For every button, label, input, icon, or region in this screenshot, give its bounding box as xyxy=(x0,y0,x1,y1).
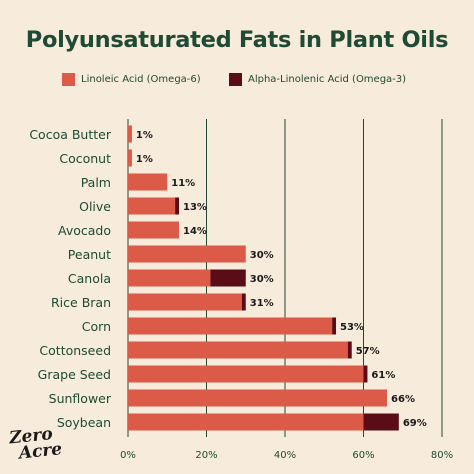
value-label: 14% xyxy=(183,226,207,237)
bar-omega3 xyxy=(363,413,399,431)
value-label: 53% xyxy=(340,322,364,333)
bar-omega6 xyxy=(128,317,333,335)
value-label: 11% xyxy=(171,178,195,189)
legend-swatch-omega6 xyxy=(62,73,75,86)
legend-swatch-omega3 xyxy=(229,73,242,86)
category-label: Sunflower xyxy=(49,391,112,406)
category-label: Palm xyxy=(81,175,111,190)
legend-item-omega3: Alpha-Linolenic Acid (Omega-3) xyxy=(229,73,406,86)
category-label: Avocado xyxy=(58,223,111,238)
bar-omega6 xyxy=(128,365,364,383)
chart-title: Polyunsaturated Fats in Plant Oils xyxy=(25,27,449,53)
category-label: Cottonseed xyxy=(39,343,111,358)
value-label: 1% xyxy=(136,130,153,141)
bar-omega3 xyxy=(363,365,368,383)
bar-omega6 xyxy=(128,245,246,263)
category-label: Peanut xyxy=(68,247,111,262)
bar-omega3 xyxy=(347,341,352,359)
x-tick-label: 60% xyxy=(352,450,374,461)
bar-omega6 xyxy=(128,269,211,287)
value-label: 61% xyxy=(371,370,395,381)
value-label: 66% xyxy=(391,394,415,405)
bar-omega6 xyxy=(128,413,364,431)
bar-omega3 xyxy=(210,269,246,287)
category-label: Grape Seed xyxy=(38,367,111,382)
legend: Linoleic Acid (Omega-6) Alpha-Linolenic … xyxy=(0,73,474,89)
x-tick-label: 40% xyxy=(274,450,296,461)
brand-logo: Zero Acre xyxy=(8,424,64,464)
legend-label-omega6: Linoleic Acid (Omega-6) xyxy=(81,74,201,85)
logo-line-2: Acre xyxy=(17,439,64,464)
category-label: Rice Bran xyxy=(51,295,111,310)
value-label: 57% xyxy=(356,346,380,357)
value-label: 31% xyxy=(250,298,274,309)
bar-omega3 xyxy=(332,317,337,335)
value-label: 13% xyxy=(183,202,207,213)
value-label: 30% xyxy=(250,274,274,285)
category-label: Coconut xyxy=(59,151,111,166)
bar-omega3 xyxy=(175,197,180,215)
x-tick-label: 20% xyxy=(195,450,217,461)
category-label: Cocoa Butter xyxy=(29,127,112,142)
bar-omega6 xyxy=(128,389,388,407)
bar-omega6 xyxy=(128,293,242,311)
bar-omega6 xyxy=(128,149,132,167)
x-tick-label: 80% xyxy=(431,450,453,461)
legend-item-omega6: Linoleic Acid (Omega-6) xyxy=(62,73,201,86)
category-label: Corn xyxy=(82,319,111,334)
bar-omega6 xyxy=(128,221,180,239)
category-label: Canola xyxy=(68,271,111,286)
value-label: 30% xyxy=(250,250,274,261)
bar-omega3 xyxy=(241,293,246,311)
legend-label-omega3: Alpha-Linolenic Acid (Omega-3) xyxy=(248,74,407,85)
x-tick-label: 0% xyxy=(120,450,136,461)
value-label: 69% xyxy=(403,418,427,429)
bar-omega6 xyxy=(128,197,176,215)
bar-omega6 xyxy=(128,125,132,143)
category-label: Olive xyxy=(79,199,111,214)
value-label: 1% xyxy=(136,154,153,165)
bar-omega6 xyxy=(128,341,348,359)
bar-omega6 xyxy=(128,173,168,191)
category-label: Soybean xyxy=(57,415,111,430)
